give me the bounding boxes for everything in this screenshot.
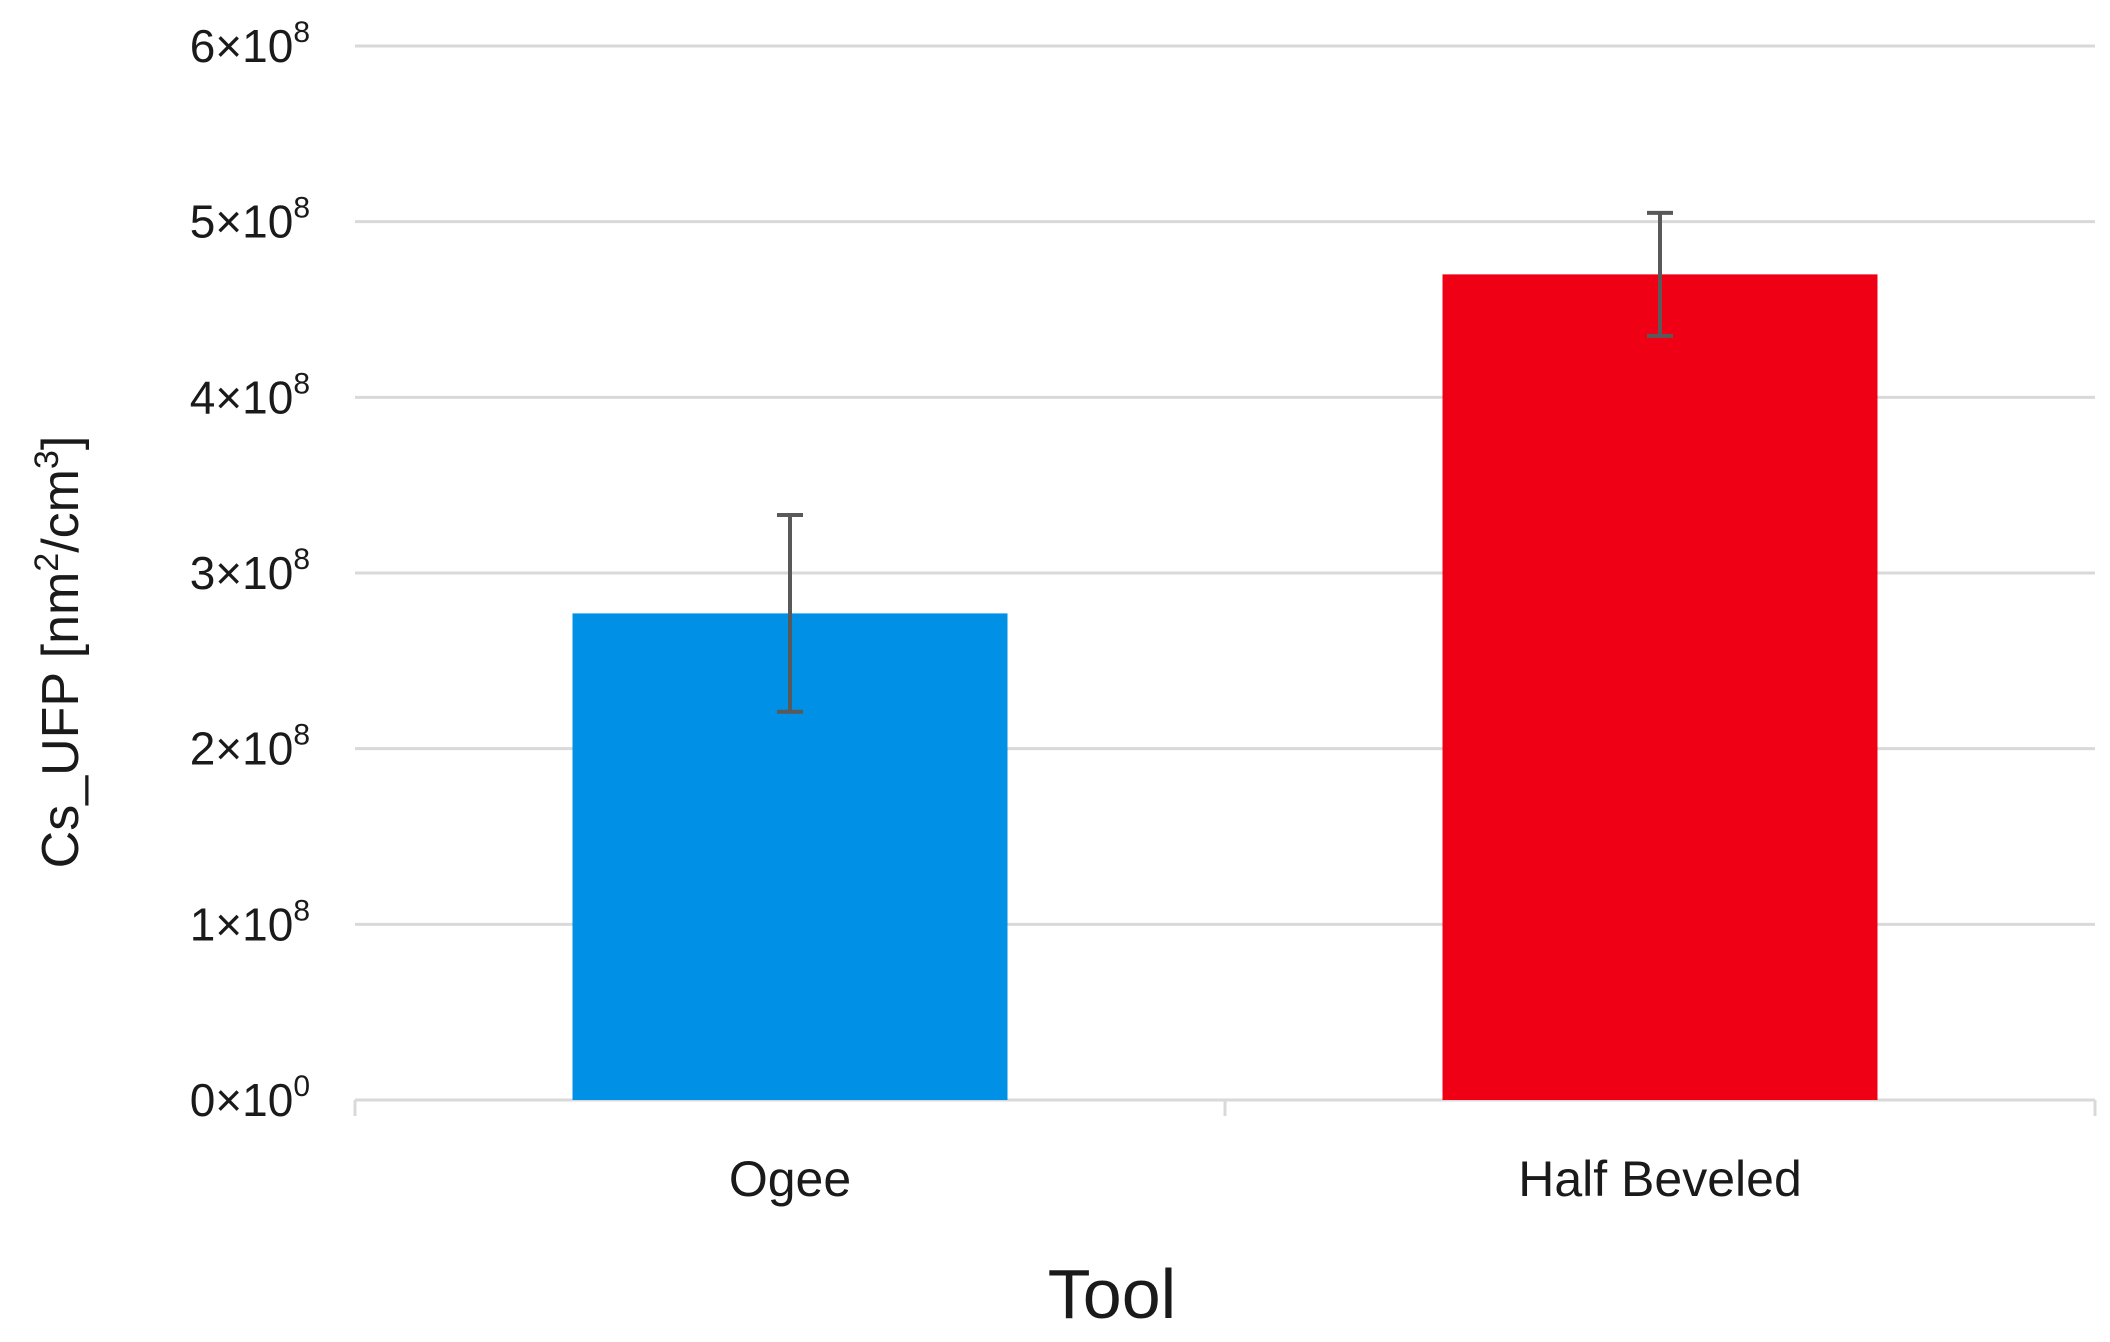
y-tick-times: ×10 [215, 723, 293, 775]
y-tick-exponent: 8 [293, 894, 310, 927]
y-tick-exponent: 8 [293, 367, 310, 400]
y-tick-times: ×10 [215, 20, 293, 72]
y-axis-title-sup-2: 3 [28, 450, 66, 469]
y-tick-mantissa: 0 [190, 1074, 216, 1126]
y-tick-exponent: 8 [293, 719, 310, 752]
y-tick-mantissa: 5 [190, 196, 216, 248]
y-tick-exponent: 8 [293, 192, 310, 225]
y-tick-exponent: 8 [293, 16, 310, 49]
y-tick-label: 5×108 [190, 192, 310, 248]
y-tick-times: ×10 [215, 1074, 293, 1126]
y-tick-times: ×10 [215, 547, 293, 599]
x-tick-label: Ogee [729, 1151, 851, 1207]
x-axis [353, 1098, 2097, 1116]
y-tick-mantissa: 3 [190, 547, 216, 599]
y-tick-mantissa: 2 [190, 723, 216, 775]
bar-half-beveled [1442, 274, 1878, 1100]
y-tick-label: 3×108 [190, 543, 310, 599]
y-tick-mantissa: 6 [190, 20, 216, 72]
y-tick-label: 1×108 [190, 894, 310, 950]
y-axis-title-prefix: Cs_UFP [nm [32, 572, 90, 869]
y-tick-mantissa: 4 [190, 371, 216, 423]
x-tick-label: Half Beveled [1518, 1151, 1802, 1207]
y-axis-title-suffix: ] [32, 436, 90, 450]
error-bars [777, 210, 1673, 714]
y-tick-label: 4×108 [190, 367, 310, 423]
y-axis-title-middle: /cm [32, 469, 90, 553]
y-tick-label: 0×100 [190, 1070, 310, 1126]
y-tick-times: ×10 [215, 196, 293, 248]
y-tick-times: ×10 [215, 898, 293, 950]
y-tick-mantissa: 1 [190, 898, 216, 950]
y-tick-exponent: 8 [293, 543, 310, 576]
y-tick-times: ×10 [215, 371, 293, 423]
y-axis-title-sup-1: 2 [28, 553, 66, 572]
x-axis-title: Tool [1048, 1255, 1176, 1333]
y-tick-label: 2×108 [190, 719, 310, 775]
y-axis-title: Cs_UFP [nm2/cm3] [28, 436, 90, 869]
x-tick-labels: Ogee Half Beveled [729, 1151, 1802, 1207]
y-tick-exponent: 0 [293, 1070, 310, 1103]
y-tick-label: 6×108 [190, 16, 310, 72]
